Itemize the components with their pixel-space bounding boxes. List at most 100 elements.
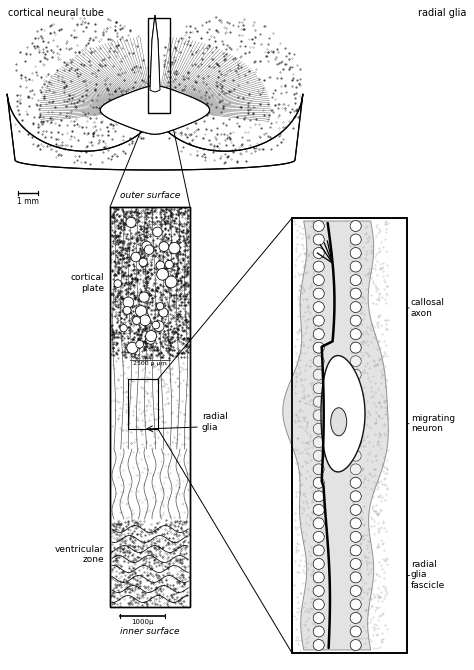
Ellipse shape — [350, 586, 361, 596]
Ellipse shape — [313, 612, 324, 623]
Ellipse shape — [350, 356, 361, 366]
Circle shape — [156, 261, 164, 269]
Ellipse shape — [313, 626, 324, 637]
Ellipse shape — [313, 383, 324, 393]
Ellipse shape — [350, 518, 361, 529]
Ellipse shape — [350, 572, 361, 583]
Ellipse shape — [350, 288, 361, 299]
Polygon shape — [150, 15, 160, 92]
Polygon shape — [100, 86, 210, 134]
Ellipse shape — [313, 302, 324, 312]
Circle shape — [140, 315, 150, 326]
Ellipse shape — [350, 342, 361, 353]
Ellipse shape — [313, 586, 324, 596]
Ellipse shape — [313, 599, 324, 610]
Ellipse shape — [350, 423, 361, 434]
Text: 1000μ: 1000μ — [131, 619, 154, 625]
Ellipse shape — [350, 220, 361, 231]
Ellipse shape — [350, 220, 361, 231]
Circle shape — [114, 280, 122, 287]
Circle shape — [165, 261, 173, 269]
Ellipse shape — [313, 545, 324, 556]
Ellipse shape — [313, 518, 324, 529]
Circle shape — [131, 253, 141, 262]
Ellipse shape — [350, 248, 361, 259]
Circle shape — [126, 217, 136, 228]
Ellipse shape — [313, 559, 324, 570]
Ellipse shape — [350, 626, 361, 637]
Circle shape — [146, 334, 155, 344]
Circle shape — [137, 312, 146, 320]
Ellipse shape — [313, 275, 324, 285]
Ellipse shape — [350, 464, 361, 474]
Circle shape — [165, 276, 177, 288]
Ellipse shape — [313, 572, 324, 583]
Ellipse shape — [313, 505, 324, 515]
Ellipse shape — [350, 234, 361, 245]
Ellipse shape — [313, 586, 324, 596]
Circle shape — [120, 324, 128, 332]
Ellipse shape — [313, 437, 324, 448]
Ellipse shape — [350, 275, 361, 285]
Ellipse shape — [350, 261, 361, 272]
Ellipse shape — [350, 572, 361, 583]
Ellipse shape — [313, 248, 324, 259]
Ellipse shape — [313, 478, 324, 488]
Ellipse shape — [350, 559, 361, 570]
Ellipse shape — [313, 234, 324, 245]
Circle shape — [159, 242, 169, 251]
Ellipse shape — [313, 423, 324, 434]
Ellipse shape — [350, 599, 361, 610]
Polygon shape — [283, 221, 388, 650]
Ellipse shape — [350, 545, 361, 556]
Ellipse shape — [313, 559, 324, 570]
Ellipse shape — [350, 518, 361, 529]
Ellipse shape — [313, 464, 324, 474]
Circle shape — [137, 312, 149, 323]
Ellipse shape — [350, 505, 361, 515]
Ellipse shape — [313, 220, 324, 231]
Ellipse shape — [313, 275, 324, 285]
Ellipse shape — [313, 329, 324, 340]
Ellipse shape — [350, 261, 361, 272]
Ellipse shape — [313, 626, 324, 637]
Ellipse shape — [313, 261, 324, 272]
Text: inner surface: inner surface — [120, 627, 180, 636]
Circle shape — [154, 321, 164, 332]
Ellipse shape — [313, 491, 324, 502]
Circle shape — [153, 227, 162, 237]
Bar — [128, 379, 158, 429]
Ellipse shape — [313, 518, 324, 529]
Ellipse shape — [313, 234, 324, 245]
Text: ventricular
zone: ventricular zone — [55, 545, 104, 564]
Ellipse shape — [313, 531, 324, 542]
Bar — [110, 207, 190, 607]
Polygon shape — [321, 356, 365, 472]
Ellipse shape — [313, 640, 324, 651]
Ellipse shape — [350, 397, 361, 407]
Circle shape — [123, 306, 131, 314]
Ellipse shape — [350, 383, 361, 393]
Bar — [292, 218, 407, 653]
Circle shape — [169, 243, 180, 254]
Ellipse shape — [313, 505, 324, 515]
Ellipse shape — [350, 640, 361, 651]
Text: cortical
plate: cortical plate — [70, 273, 104, 293]
Ellipse shape — [313, 450, 324, 461]
Ellipse shape — [313, 612, 324, 623]
Ellipse shape — [313, 356, 324, 366]
Ellipse shape — [313, 572, 324, 583]
Circle shape — [156, 303, 164, 310]
Bar — [148, 18, 170, 113]
Bar — [110, 207, 190, 607]
Circle shape — [142, 241, 151, 251]
Polygon shape — [150, 15, 160, 92]
Circle shape — [146, 330, 156, 342]
Circle shape — [159, 308, 168, 317]
Ellipse shape — [350, 531, 361, 542]
Ellipse shape — [350, 369, 361, 380]
Ellipse shape — [350, 329, 361, 340]
Ellipse shape — [313, 545, 324, 556]
Circle shape — [139, 292, 149, 302]
Ellipse shape — [313, 599, 324, 610]
